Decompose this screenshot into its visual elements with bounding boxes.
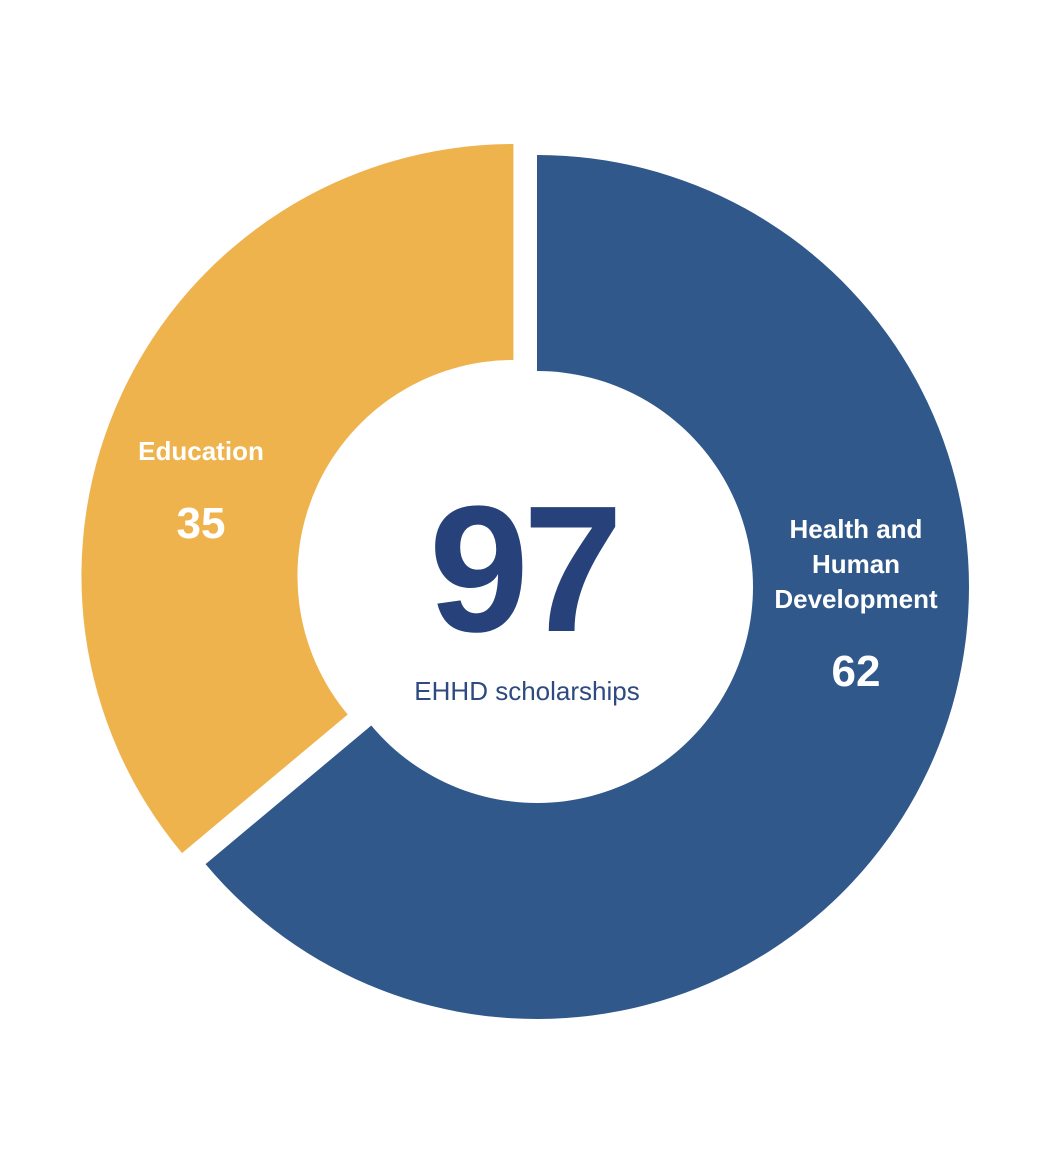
center-value: 97 — [428, 469, 623, 670]
donut-slice — [205, 155, 970, 1019]
value-label: 62 — [831, 647, 881, 696]
category-label: Education — [138, 436, 264, 466]
donut-slice — [81, 143, 514, 854]
slice-label: Education 35 — [81, 434, 321, 549]
value-label: 35 — [176, 499, 226, 548]
center-label: EHHD scholarships — [414, 676, 640, 706]
category-label: Health and Human Development — [774, 514, 938, 614]
slice-label: Health and Human Development 62 — [756, 512, 956, 697]
